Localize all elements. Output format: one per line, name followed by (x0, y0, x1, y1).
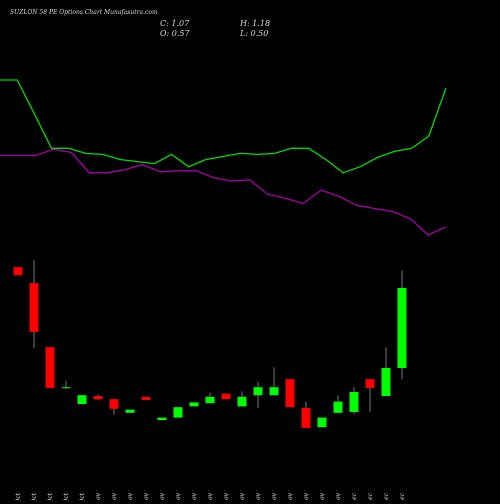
summary: L: 0.50 (239, 29, 268, 38)
x-tick-label: 31 Oct (79, 492, 86, 500)
x-tick-label: 24 Nov (271, 492, 278, 500)
x-tick-label: 06 Nov (127, 492, 134, 500)
x-tick-label: 27 Oct (15, 492, 22, 500)
candle-body (349, 392, 359, 412)
candle-body (205, 396, 215, 404)
candle-body (157, 417, 167, 420)
x-tick-label: 21 Nov (255, 492, 262, 500)
candle-body (237, 396, 247, 407)
x-tick-label: 25 Nov (287, 492, 294, 500)
candle-body (189, 402, 199, 407)
x-tick-label: 29 Oct (47, 492, 54, 500)
chart-title: SUZLON 58 PE Options Chart Munafasutra.c… (10, 9, 158, 16)
x-tick-label: 30 Oct (63, 492, 70, 500)
candle-body (125, 409, 135, 413)
candle-body (333, 401, 343, 413)
x-tick-label: 14 Nov (175, 492, 182, 500)
x-tick-label: 03 Dec (383, 492, 390, 500)
candle-body (365, 379, 375, 388)
candle-body (173, 407, 183, 418)
candle-body (253, 387, 263, 396)
candle-body (269, 387, 279, 396)
x-tick-label: 19 Nov (223, 492, 230, 500)
x-tick-label: 04 Nov (111, 492, 118, 500)
x-tick-label: 12 Nov (159, 492, 166, 500)
summary: C: 1.07 (160, 19, 190, 28)
x-tick-label: 27 Nov (319, 492, 326, 500)
candle-body (397, 288, 407, 368)
candle-body (285, 379, 295, 408)
indicator-line (0, 148, 447, 236)
x-tick-label: 28 Oct (31, 492, 38, 500)
candle-body (221, 393, 231, 400)
x-tick-label: 18 Nov (207, 492, 214, 500)
x-tick-label: 26 Nov (303, 492, 310, 500)
indicator-line (0, 79, 447, 174)
x-tick-label: 01 Dec (351, 492, 358, 500)
summary: H: 1.18 (239, 19, 270, 28)
x-tick-label: 28 Nov (335, 492, 342, 500)
x-tick-label: 07 Nov (143, 492, 150, 500)
x-tick-label: 02 Dec (367, 492, 374, 500)
x-tick-label: 04 Dec (399, 492, 406, 500)
candle-body (109, 399, 119, 409)
candle-body (317, 417, 327, 428)
x-tick-label: 03 Nov (95, 492, 102, 500)
candle-body (93, 396, 103, 400)
candle-body (45, 347, 55, 388)
candle-body (29, 283, 39, 332)
candle-body (141, 396, 151, 400)
x-tick-label: 17 Nov (191, 492, 198, 500)
candle-body (13, 267, 23, 276)
summary: O: 0.57 (160, 29, 191, 38)
candle-body (77, 395, 87, 404)
candle-body (301, 408, 311, 428)
candle-body (61, 387, 71, 389)
candle-body (381, 368, 391, 396)
x-tick-label: 20 Nov (239, 492, 246, 500)
